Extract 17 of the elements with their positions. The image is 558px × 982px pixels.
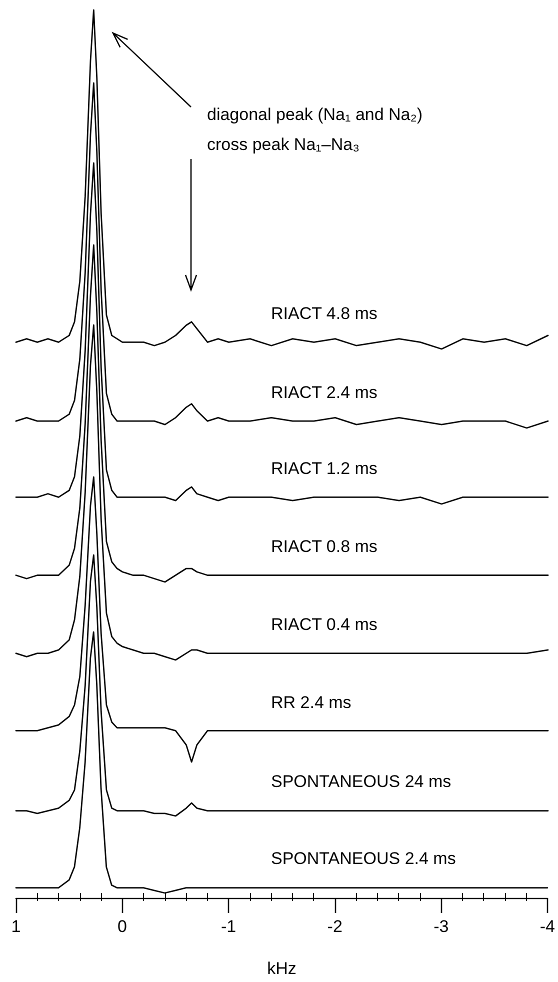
series-label: RIACT 4.8 ms [271,304,378,323]
series-label: RR 2.4 ms [271,693,352,712]
x-tick-label: -4 [540,917,556,936]
x-tick-label: 1 [11,917,21,936]
x-tick-label: -3 [434,917,449,936]
x-tick-label: -2 [327,917,342,936]
x-tick-label: 0 [118,917,128,936]
x-tick-label: -1 [221,917,236,936]
series-label: RIACT 0.4 ms [271,615,378,634]
annotation: diagonal peak (Na₁ and Na₂) [207,105,423,124]
series-label: SPONTANEOUS 2.4 ms [271,849,456,868]
series-label: RIACT 2.4 ms [271,383,378,402]
x-axis-title: kHz [267,959,296,978]
series-label: RIACT 0.8 ms [271,537,378,556]
annotation: cross peak Na₁–Na₃ [207,135,360,154]
series-label: SPONTANEOUS 24 ms [271,772,452,791]
series-label: RIACT 1.2 ms [271,459,378,478]
